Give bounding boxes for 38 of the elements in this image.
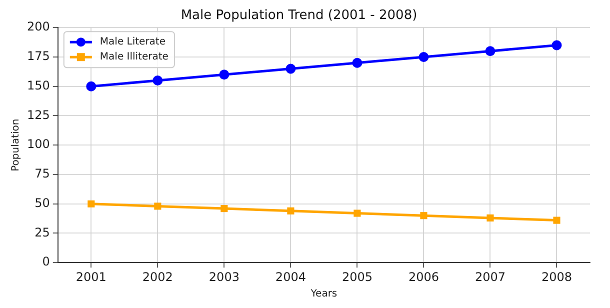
point — [420, 212, 428, 220]
y-tick-label: 125 — [27, 108, 50, 122]
point — [286, 64, 296, 74]
point — [86, 81, 96, 92]
point — [352, 58, 362, 68]
point — [485, 46, 496, 56]
point — [152, 75, 163, 86]
x-tick-label: 2007 — [474, 270, 506, 284]
legend-label: Male Illiterate — [100, 52, 168, 63]
x-tick-label: 2006 — [408, 270, 439, 284]
y-tick-label: 200 — [27, 20, 50, 34]
x-tick-label: 2005 — [342, 270, 372, 284]
x-axis-title: Years — [310, 288, 338, 300]
y-tick-label: 100 — [27, 137, 50, 152]
x-tick-label: 2001 — [76, 270, 106, 284]
x-tick-label: 2008 — [541, 270, 572, 284]
y-tick-label: 50 — [34, 196, 50, 210]
point — [287, 207, 294, 214]
y-tick-label: 25 — [34, 225, 50, 240]
point — [553, 216, 560, 224]
point — [88, 200, 95, 208]
point — [486, 214, 494, 222]
point — [220, 205, 228, 212]
y-tick-label: 0 — [42, 254, 50, 269]
chart-title: Male Population Trend (2001 - 2008) — [180, 8, 418, 24]
x-tick-label: 2002 — [142, 270, 173, 284]
x-tick-label: 2003 — [208, 270, 240, 284]
y-tick-label: 175 — [27, 49, 50, 64]
point — [552, 40, 562, 50]
y-tick-label: 150 — [27, 78, 50, 92]
point — [418, 52, 429, 62]
point — [154, 202, 162, 210]
point — [354, 210, 361, 217]
legend-label: Male Literate — [100, 36, 166, 48]
point — [219, 70, 230, 80]
x-tick-label: 2004 — [275, 270, 306, 284]
y-tick-label: 75 — [34, 166, 50, 181]
y-axis-title: Population — [10, 118, 22, 172]
